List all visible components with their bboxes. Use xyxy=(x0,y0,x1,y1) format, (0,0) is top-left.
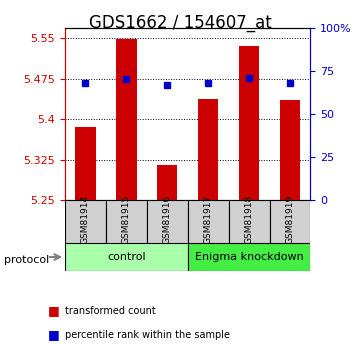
Text: GSM81919: GSM81919 xyxy=(286,195,295,244)
FancyBboxPatch shape xyxy=(188,200,229,243)
Text: percentile rank within the sample: percentile rank within the sample xyxy=(65,330,230,339)
Text: GDS1662 / 154607_at: GDS1662 / 154607_at xyxy=(89,14,272,32)
Text: control: control xyxy=(107,252,145,262)
FancyBboxPatch shape xyxy=(188,243,310,271)
Bar xyxy=(239,47,259,200)
Bar xyxy=(157,165,178,200)
Text: GSM81916: GSM81916 xyxy=(163,195,172,244)
Bar xyxy=(280,100,300,200)
Text: GSM81915: GSM81915 xyxy=(122,195,131,244)
FancyBboxPatch shape xyxy=(65,200,106,243)
Text: Enigma knockdown: Enigma knockdown xyxy=(195,252,304,262)
Text: ■: ■ xyxy=(48,304,60,317)
Text: ■: ■ xyxy=(48,328,60,341)
Text: GSM81918: GSM81918 xyxy=(245,195,253,244)
FancyBboxPatch shape xyxy=(106,200,147,243)
Bar xyxy=(116,39,136,200)
FancyBboxPatch shape xyxy=(229,200,270,243)
Bar xyxy=(198,99,218,200)
Text: transformed count: transformed count xyxy=(65,306,156,315)
FancyBboxPatch shape xyxy=(147,200,188,243)
Bar xyxy=(75,127,96,200)
Text: protocol: protocol xyxy=(4,256,49,265)
Text: GSM81917: GSM81917 xyxy=(204,195,213,244)
FancyBboxPatch shape xyxy=(65,243,188,271)
Text: GSM81914: GSM81914 xyxy=(81,195,90,244)
FancyBboxPatch shape xyxy=(270,200,310,243)
